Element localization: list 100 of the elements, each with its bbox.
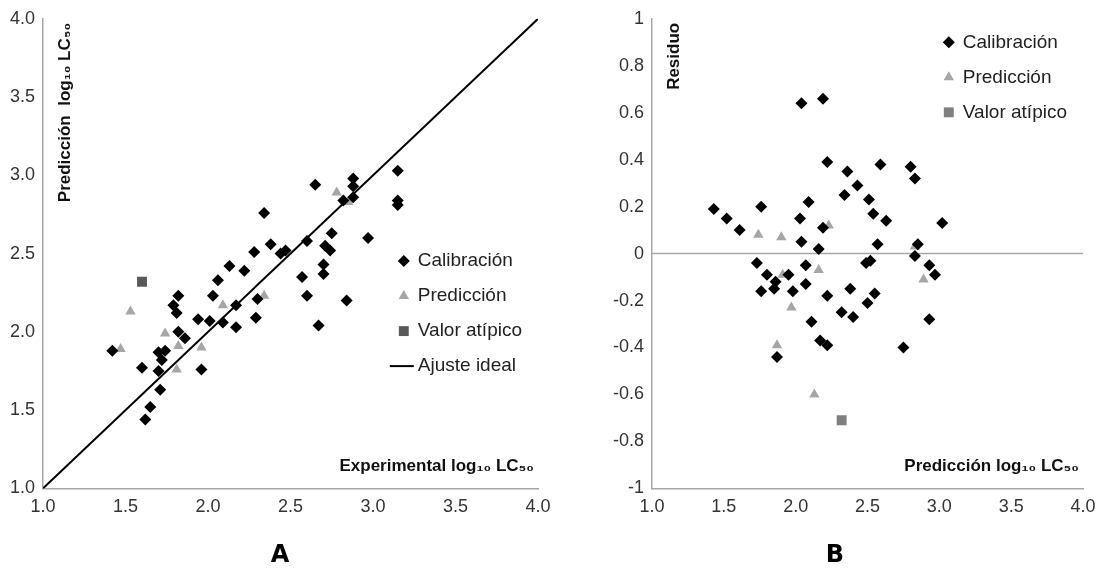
y-tick-label: 0.4 bbox=[618, 148, 645, 169]
point bbox=[923, 313, 936, 326]
y-axis-title: Predicción log₁₀ LC₅₀ bbox=[54, 22, 74, 203]
x-tick-label: 2.0 bbox=[783, 496, 809, 517]
y-tick-label: 2.0 bbox=[9, 320, 36, 341]
point bbox=[844, 282, 857, 295]
point bbox=[230, 299, 243, 312]
point bbox=[897, 341, 910, 354]
x-tick-label: 2.5 bbox=[854, 496, 881, 517]
point bbox=[821, 339, 834, 352]
point bbox=[786, 285, 799, 298]
point bbox=[821, 156, 834, 169]
x-tick-label: 1.5 bbox=[711, 496, 737, 517]
x-tick-label: 2.5 bbox=[278, 496, 304, 517]
point bbox=[720, 212, 733, 225]
y-tick-label: 3.5 bbox=[9, 86, 36, 107]
x-tick-label: 1.5 bbox=[113, 496, 139, 517]
point bbox=[923, 259, 936, 272]
y-tick-label: 1 bbox=[634, 7, 645, 28]
point bbox=[159, 327, 171, 337]
point bbox=[814, 334, 827, 347]
point bbox=[238, 264, 251, 277]
point bbox=[841, 165, 854, 178]
point bbox=[904, 160, 917, 173]
point bbox=[929, 268, 942, 281]
point bbox=[821, 289, 834, 302]
x-tick-label: 4.0 bbox=[1070, 496, 1096, 517]
point bbox=[301, 289, 314, 302]
text: A bbox=[269, 540, 291, 568]
point bbox=[203, 314, 216, 327]
x-tick-label: 3.5 bbox=[998, 496, 1024, 517]
point bbox=[835, 306, 848, 319]
point bbox=[309, 178, 322, 191]
x-tick-label: 3.0 bbox=[926, 496, 952, 517]
point bbox=[196, 341, 207, 351]
point bbox=[816, 92, 829, 105]
point bbox=[936, 217, 949, 230]
point bbox=[771, 339, 783, 349]
point bbox=[795, 97, 808, 110]
point bbox=[170, 307, 183, 320]
x-axis-title: Experimental log₁₀ LC₅₀ bbox=[339, 455, 534, 475]
point bbox=[733, 224, 746, 237]
point bbox=[816, 221, 829, 234]
point bbox=[755, 285, 768, 298]
point bbox=[216, 316, 229, 329]
y-tick-label: 3.0 bbox=[9, 164, 36, 185]
point bbox=[391, 164, 404, 177]
point bbox=[812, 242, 825, 255]
point bbox=[908, 249, 921, 262]
legend-label: Predicción bbox=[417, 284, 507, 306]
y-tick-label: 2.5 bbox=[9, 242, 36, 263]
point bbox=[908, 172, 921, 185]
y-tick-label: -0.6 bbox=[612, 383, 645, 404]
point bbox=[296, 271, 309, 284]
point bbox=[324, 244, 337, 257]
point bbox=[178, 332, 191, 345]
point bbox=[331, 186, 342, 196]
y-tick-label: 1.0 bbox=[9, 477, 36, 498]
point bbox=[136, 361, 149, 374]
point bbox=[799, 259, 812, 272]
point bbox=[192, 313, 205, 326]
point bbox=[868, 287, 881, 300]
x-tick-label: 4.0 bbox=[525, 496, 551, 517]
y-tick-label: -0.4 bbox=[612, 336, 645, 357]
x-axis-title: Predicción log₁₀ LC₅₀ bbox=[904, 455, 1079, 475]
point bbox=[337, 194, 350, 207]
point bbox=[264, 238, 277, 251]
legend-label: Predicción bbox=[962, 65, 1052, 87]
point bbox=[155, 354, 168, 367]
point bbox=[867, 207, 880, 220]
point bbox=[211, 274, 224, 287]
point bbox=[301, 235, 314, 248]
legend-label: Ajuste ideal bbox=[417, 354, 517, 376]
point bbox=[782, 268, 795, 281]
point bbox=[750, 256, 763, 269]
point bbox=[173, 339, 184, 349]
point bbox=[874, 158, 887, 171]
point bbox=[776, 231, 787, 241]
point bbox=[106, 344, 119, 357]
point bbox=[167, 299, 180, 312]
point bbox=[172, 325, 185, 338]
point bbox=[836, 415, 847, 426]
point bbox=[144, 401, 157, 413]
point bbox=[223, 260, 236, 273]
point bbox=[813, 264, 824, 274]
y-tick-label: 0 bbox=[634, 242, 645, 263]
y-tick-label: 4.0 bbox=[9, 7, 36, 28]
legend-label: Valor atípico bbox=[417, 319, 522, 341]
legend-label: Valor atípico bbox=[962, 100, 1067, 122]
point bbox=[786, 301, 797, 311]
point bbox=[760, 268, 773, 281]
point bbox=[880, 214, 893, 227]
point bbox=[793, 212, 806, 225]
point bbox=[795, 235, 808, 248]
point bbox=[861, 296, 874, 309]
point bbox=[802, 195, 815, 208]
point bbox=[206, 289, 219, 302]
point bbox=[862, 193, 875, 206]
point bbox=[799, 278, 812, 291]
point bbox=[753, 228, 764, 238]
